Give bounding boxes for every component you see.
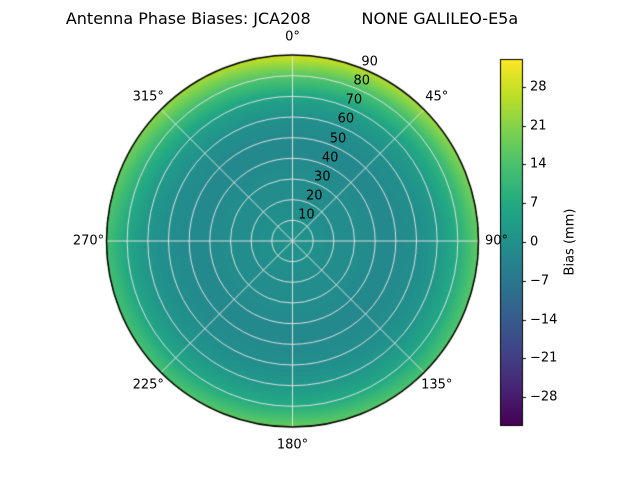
angular-tick-label: 270° xyxy=(72,233,105,249)
radial-tick-label: 90 xyxy=(361,54,378,70)
angular-tick-label: 0° xyxy=(285,29,300,45)
angular-tick-label: 315° xyxy=(132,89,164,105)
radial-tick-label: 40 xyxy=(321,150,339,166)
radial-tick-label: 60 xyxy=(337,111,355,127)
colorbar-tick-label: 7 xyxy=(530,195,539,211)
colorbar-tick-label: 28 xyxy=(530,79,547,95)
colorbar-tick-label: 14 xyxy=(530,156,547,172)
radial-tick-label: 30 xyxy=(313,169,331,185)
radial-tick-label: 20 xyxy=(306,188,323,204)
angular-tick-label: 225° xyxy=(132,377,164,393)
colorbar-tick-label: −7 xyxy=(530,273,550,289)
angular-tick-label: 45° xyxy=(425,89,449,105)
radial-tick-label: 10 xyxy=(298,207,315,223)
colorbar-tick-label: 0 xyxy=(530,234,539,250)
colorbar-tick-label: −28 xyxy=(530,389,558,405)
radial-tick-label: 50 xyxy=(329,131,347,147)
radial-tick-label: 80 xyxy=(353,73,371,89)
colorbar-tick-label: −14 xyxy=(530,312,558,328)
colorbar-tick-label: −21 xyxy=(530,350,558,366)
angular-tick-label: 180° xyxy=(276,437,309,453)
colorbar-tick-label: 21 xyxy=(530,118,547,134)
angular-tick-label: 90° xyxy=(484,233,509,249)
angular-tick-label: 135° xyxy=(421,377,453,393)
chart-title: Antenna Phase Biases: JCA208 NONE GALILE… xyxy=(65,9,519,28)
radial-tick-label: 70 xyxy=(345,92,363,108)
colorbar-axis-label: Bias (mm) xyxy=(562,208,578,276)
